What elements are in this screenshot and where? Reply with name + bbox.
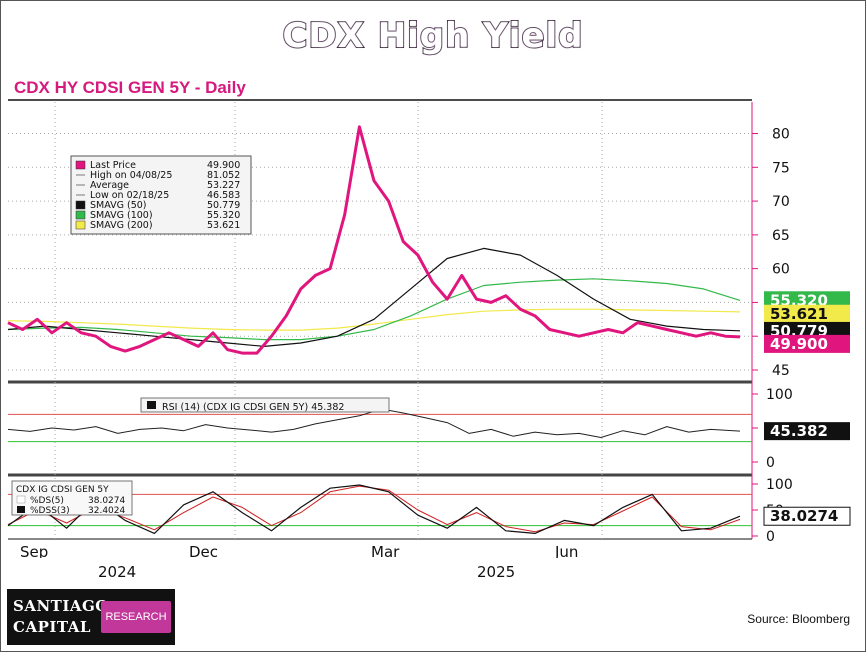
legend-value-1: 81.052 [207, 170, 240, 181]
stoch-legend-box [11, 480, 133, 516]
stoch-value-tag-label: 38.0274 [770, 507, 838, 525]
legend-label-1: High on 04/08/25 [90, 170, 172, 181]
legend-value-4: 50.779 [207, 200, 240, 211]
price-tick-label-0: 45 [772, 363, 790, 379]
stoch-tick-label-0: 0 [766, 529, 775, 545]
legend-value-2: 53.227 [207, 180, 240, 191]
logo-line2: CAPITAL [13, 618, 91, 636]
series-rsi-line [7, 408, 741, 438]
legend-swatch-5 [75, 210, 86, 220]
x-month-label-1: Dec [189, 543, 218, 558]
sma200-value-tag-box [764, 304, 850, 323]
stoch-legend-label-2: %DSS(3) [30, 506, 70, 516]
series-sma100-line [7, 278, 741, 341]
legend-label-3: Low on 02/18/25 [90, 190, 169, 201]
rsi-legend-label: RSI (14) (CDX IG CDSI GEN 5Y) 45.382 [162, 402, 344, 413]
x-month-label-3: Jun [554, 543, 578, 558]
legend-label-5: SMAVG (100) [90, 210, 153, 221]
rsi-legend-swatch [147, 401, 156, 409]
stoch-legend-swatch-2 [17, 506, 25, 513]
legend-value-0: 49.900 [207, 160, 240, 171]
chart-subtitle: CDX HY CDSI GEN 5Y - Daily [14, 78, 246, 97]
stoch-legend-value-2: 32.4024 [88, 506, 125, 516]
price-tick-label-7: 80 [772, 127, 790, 143]
year-label-2025: 2025 [477, 563, 515, 581]
stoch-legend-value-1: 38.0274 [88, 496, 125, 506]
series-last-price-line [7, 125, 741, 355]
stoch-legend-label-0: CDX IG CDSI GEN 5Y [16, 485, 109, 495]
rsi-tick-label-2: 100 [766, 387, 793, 403]
rsi-legend-box [140, 397, 390, 413]
legend-label-6: SMAVG (200) [90, 220, 153, 231]
price-tick-label-3: 60 [772, 262, 790, 278]
stoch-tick-label-2: 100 [766, 477, 793, 493]
x-month-label-2: Mar [371, 543, 400, 558]
rsi-value-tag-label: 45.382 [770, 422, 828, 440]
stoch-legend-label-1: %DS(5) [30, 496, 64, 506]
price-legend-box [70, 155, 252, 235]
santiago-capital-logo: SANTIAGO CAPITAL RESEARCH [7, 589, 175, 645]
legend-label-0: Last Price [90, 160, 136, 171]
source-note: Source: Bloomberg [747, 612, 850, 626]
legend-label-4: SMAVG (50) [90, 200, 147, 211]
series-sma200-line [7, 308, 741, 331]
logo-line1: SANTIAGO [13, 597, 109, 615]
rsi-tick-label-0: 0 [766, 455, 775, 471]
last-price-value-tag-label: 49.900 [770, 335, 828, 353]
legend-label-2: Average [90, 180, 129, 191]
price-tick-label-5: 70 [772, 194, 790, 210]
page-title: CDX High Yield [281, 15, 584, 57]
x-month-label-0: Sep [20, 543, 48, 558]
sma200-value-tag-label: 53.621 [770, 305, 828, 323]
last-price-value-tag-box [764, 334, 850, 353]
legend-value-5: 55.320 [207, 210, 240, 221]
legend-value-3: 46.583 [207, 190, 240, 201]
legend-swatch-0 [75, 160, 86, 170]
chart-area: 455055606570758055.32053.62150.77949.900… [7, 99, 851, 558]
series-ds-line [7, 484, 741, 534]
rsi-value-tag-box [764, 422, 850, 441]
stoch-value-tag-box [763, 506, 851, 526]
year-axis: 2024 2025 [98, 563, 515, 581]
price-tick-label-4: 65 [772, 228, 790, 244]
legend-value-6: 53.621 [207, 220, 240, 231]
stoch-legend-swatch-1 [16, 495, 26, 504]
price-tick-label-6: 75 [772, 160, 790, 176]
research-badge: RESEARCH [101, 601, 171, 633]
series-sma50-line [7, 247, 741, 347]
year-label-2024: 2024 [98, 563, 136, 581]
legend-swatch-6 [75, 220, 86, 230]
legend-swatch-4 [75, 200, 86, 210]
